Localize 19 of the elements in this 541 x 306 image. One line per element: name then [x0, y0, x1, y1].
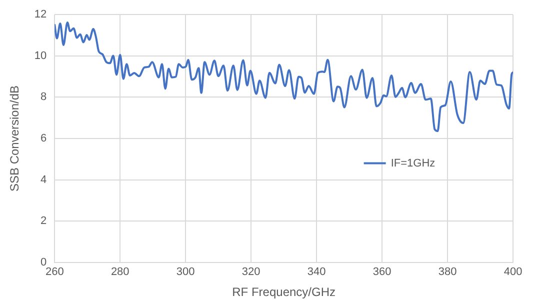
y-tick-label: 2 [40, 215, 47, 228]
x-tick-label: 400 [504, 266, 522, 278]
x-tick-label: 280 [110, 266, 130, 278]
x-tick-label: 320 [242, 266, 260, 278]
y-tick-label: 8 [40, 91, 47, 104]
y-axis-title: SSB Conversion/dB [8, 85, 22, 192]
y-tick-label: 0 [40, 256, 47, 268]
y-tick-label: 6 [40, 132, 47, 145]
x-axis-title: RF Frequency/GHz [232, 285, 336, 300]
y-tick-label: 12 [34, 8, 47, 21]
legend-label: IF=1GHz [390, 157, 436, 170]
x-tick-label: 300 [176, 266, 195, 278]
y-tick-label: 4 [40, 174, 47, 186]
x-tick-label: 360 [372, 266, 392, 278]
line-series [54, 21, 513, 132]
x-tick-label: 380 [438, 266, 457, 278]
x-tick-label: 260 [45, 266, 64, 278]
x-tick-label: 340 [307, 266, 326, 278]
y-tick-label: 10 [34, 50, 47, 62]
